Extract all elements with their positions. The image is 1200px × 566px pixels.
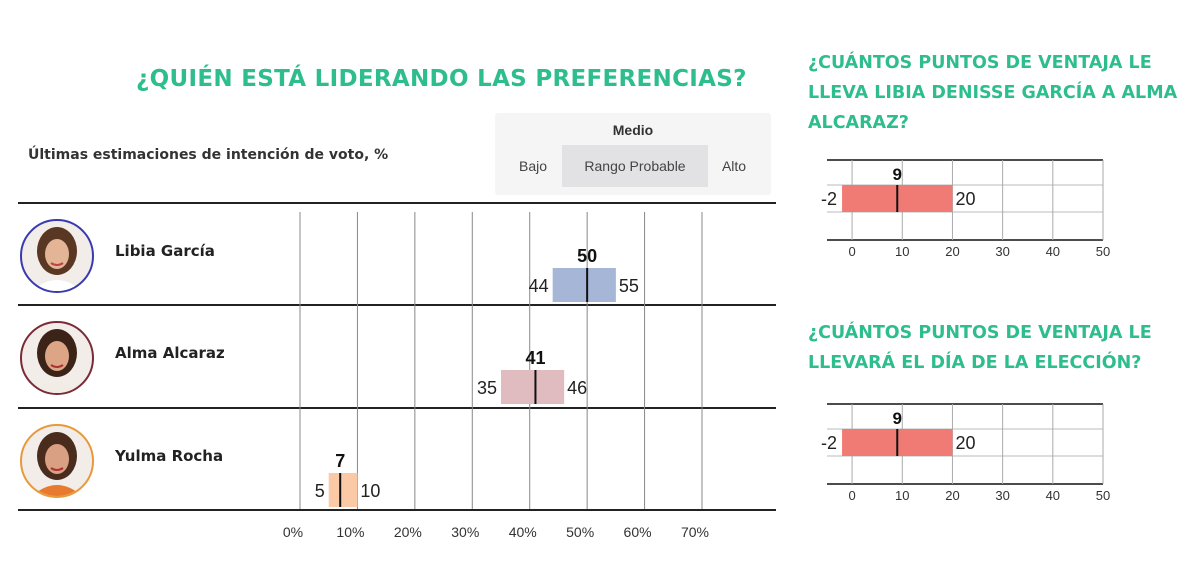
low-label: 35 — [477, 378, 497, 398]
portrait-icon — [32, 227, 82, 291]
row-divider — [18, 202, 776, 204]
side-chart-1-title: ¿CUÁNTOS PUNTOS DE VENTAJA LE LLEVA LIBI… — [808, 53, 1178, 133]
x-tick-label: 30 — [995, 244, 1009, 259]
x-tick-label: 10 — [895, 488, 909, 503]
low-label: -2 — [821, 189, 837, 209]
avatar — [20, 424, 94, 498]
range-bar — [501, 370, 565, 404]
low-label: -2 — [821, 433, 837, 453]
x-tick-label: 0% — [283, 524, 303, 540]
row-divider — [18, 304, 776, 306]
row-divider — [18, 407, 776, 409]
avatar — [20, 219, 94, 293]
high-label: 20 — [955, 433, 975, 453]
avatar — [20, 321, 94, 395]
candidate-name: Libia García — [115, 242, 215, 260]
median-label: 9 — [893, 165, 902, 184]
legend-rango-label: Rango Probable — [562, 145, 708, 187]
median-label: 9 — [893, 409, 902, 428]
high-label: 55 — [619, 276, 639, 296]
main-chart: 0% 10% 20% 30% 40% 50% 60% 70% 50 44 55 41 35 46 75 10 — [283, 212, 709, 540]
x-tick-label: 20 — [945, 244, 959, 259]
candidate-row: Libia García — [18, 204, 298, 304]
x-tick-label: 50 — [1096, 488, 1110, 503]
chart-subtitle: Últimas estimaciones de intención de vot… — [28, 147, 389, 163]
x-tick-label: 50% — [566, 524, 594, 540]
legend-alto-label: Alto — [721, 158, 747, 174]
row-divider — [18, 509, 776, 511]
chart-title: ¿QUIÉN ESTÁ LIDERANDO LAS PREFERENCIAS? — [136, 66, 747, 92]
x-tick-label: 20 — [945, 488, 959, 503]
high-label: 10 — [360, 481, 380, 501]
x-tick-label: 70% — [681, 524, 709, 540]
median-label: 7 — [335, 451, 345, 471]
candidate-row: Yulma Rocha — [18, 409, 298, 509]
median-label: 50 — [577, 246, 597, 266]
candidate-name: Alma Alcaraz — [115, 344, 225, 362]
range-bar — [328, 473, 358, 507]
high-label: 20 — [955, 189, 975, 209]
side-chart-1: 0 10 20 30 40 50 9 -2 20 — [821, 159, 1110, 259]
x-tick-label: 0 — [848, 488, 855, 503]
x-tick-label: 40 — [1046, 488, 1060, 503]
x-tick-label: 60% — [624, 524, 652, 540]
median-label: 41 — [525, 348, 545, 368]
x-tick-label: 40% — [509, 524, 537, 540]
x-tick-label: 30% — [451, 524, 479, 540]
candidate-row: Alma Alcaraz — [18, 306, 298, 406]
portrait-icon — [32, 329, 82, 393]
x-tick-label: 20% — [394, 524, 422, 540]
low-label: 44 — [529, 276, 549, 296]
legend-scale: Bajo Rango Probable Alto — [495, 145, 771, 187]
side-chart-2-title: ¿CUÁNTOS PUNTOS DE VENTAJA LE LLEVARÁ EL… — [808, 323, 1152, 373]
x-tick-label: 0 — [848, 244, 855, 259]
x-tick-label: 40 — [1046, 244, 1060, 259]
legend-medio-label: Medio — [612, 122, 654, 138]
x-tick-label: 10% — [336, 524, 364, 540]
low-label: 5 — [315, 481, 325, 501]
candidate-name: Yulma Rocha — [115, 447, 224, 465]
high-label: 46 — [567, 378, 587, 398]
portrait-icon — [32, 432, 82, 496]
range-bar — [552, 268, 616, 302]
legend-bajo-label: Bajo — [518, 158, 548, 174]
legend: Medio Bajo Rango Probable Alto — [495, 113, 771, 195]
x-tick-label: 10 — [895, 244, 909, 259]
x-tick-label: 30 — [995, 488, 1009, 503]
x-tick-label: 50 — [1096, 244, 1110, 259]
side-chart-2: 0 10 20 30 40 50 9 -2 20 — [821, 403, 1110, 503]
